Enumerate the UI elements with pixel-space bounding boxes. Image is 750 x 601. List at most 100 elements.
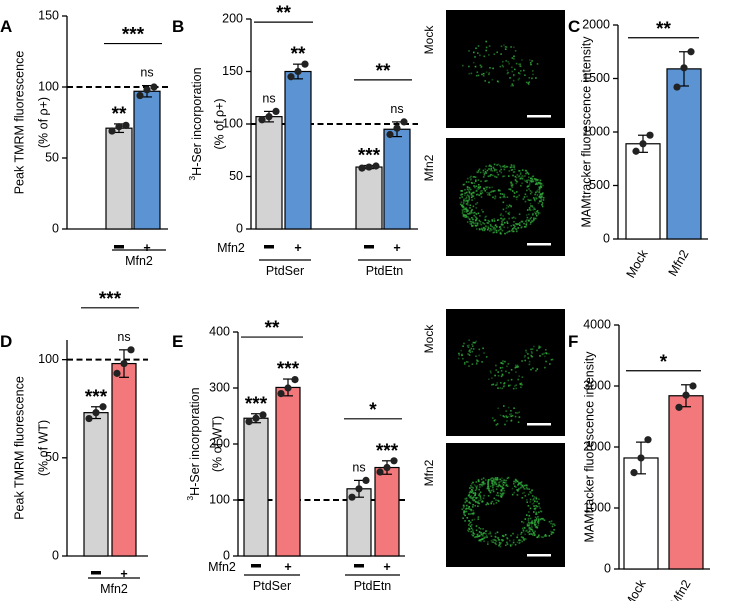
fluorescence-speck (490, 191, 492, 193)
fluorescence-speck (533, 345, 535, 348)
fluorescence-speck (501, 221, 503, 224)
fluorescence-speck (491, 482, 493, 484)
fluorescence-speck (467, 186, 469, 188)
fluorescence-speck (488, 45, 491, 47)
scale-bar (527, 243, 551, 246)
fluorescence-speck (509, 539, 511, 542)
y-tick-label: 150 (222, 64, 243, 78)
fluorescence-speck (463, 511, 465, 514)
fluorescence-speck (542, 518, 544, 521)
fluorescence-speck (467, 530, 470, 533)
fluorescence-speck (500, 232, 502, 235)
fluorescence-speck (524, 527, 526, 529)
fluorescence-speck (521, 169, 524, 171)
fluorescence-speck (526, 179, 528, 182)
fluorescence-speck (508, 413, 511, 416)
fluorescence-speck (534, 525, 537, 528)
fluorescence-speck (534, 197, 536, 200)
fluorescence-speck (496, 492, 499, 494)
fluorescence-speck (474, 222, 476, 225)
fluorescence-speck (497, 407, 499, 410)
fluorescence-speck (480, 180, 482, 183)
fluorescence-speck (528, 213, 530, 216)
fluorescence-speck (488, 488, 490, 490)
fluorescence-speck (508, 204, 511, 207)
fluorescence-speck (475, 47, 477, 50)
fluorescence-speck (481, 485, 483, 487)
fluorescence-speck (469, 490, 472, 493)
fluorescence-speck (475, 363, 478, 365)
fluorescence-speck (491, 377, 493, 379)
fluorescence-speck (530, 492, 532, 494)
fluorescence-speck (513, 195, 515, 198)
fluorescence-speck (470, 212, 473, 215)
fluorescence-speck (490, 372, 492, 374)
fluorescence-speck (499, 231, 502, 234)
fluorescence-speck (476, 171, 478, 173)
fluorescence-speck (503, 489, 505, 492)
fluorescence-speck (485, 46, 488, 49)
fluorescence-speck (472, 205, 475, 208)
fluorescence-speck (470, 484, 472, 487)
fluorescence-speck (479, 191, 482, 194)
fluorescence-speck (471, 497, 473, 499)
fluorescence-speck (494, 374, 496, 377)
fluorescence-speck (482, 500, 484, 503)
fluorescence-speck (474, 494, 476, 496)
fluorescence-speck (478, 493, 481, 495)
bracket-label: ** (376, 61, 391, 82)
fluorescence-speck (493, 220, 496, 222)
panel-a: A 0 50 100 150 Peak TMRM fluorescence (% of ρ+… (0, 8, 168, 268)
fluorescence-speck (535, 212, 537, 215)
fluorescence-speck (469, 497, 472, 499)
fluorescence-speck (463, 215, 466, 218)
fluorescence-speck (511, 229, 513, 231)
fluorescence-speck (537, 520, 540, 522)
fluorescence-speck (526, 185, 529, 188)
fluorescence-speck (470, 347, 473, 350)
fluorescence-speck (529, 223, 532, 225)
fluorescence-speck (491, 190, 494, 192)
fluorescence-speck (523, 491, 526, 494)
fluorescence-speck (494, 175, 496, 178)
fluorescence-speck (466, 361, 468, 363)
fluorescence-speck (484, 189, 486, 192)
fluorescence-speck (540, 510, 543, 513)
fluorescence-speck (527, 83, 530, 86)
fluorescence-speck (476, 501, 478, 503)
fluorescence-speck (509, 189, 512, 191)
fluorescence-speck (501, 229, 504, 232)
fluorescence-speck (533, 207, 535, 209)
fluorescence-speck (464, 194, 466, 196)
fluorescence-speck (526, 484, 528, 487)
fluorescence-speck (528, 511, 530, 513)
fluorescence-speck (464, 498, 466, 500)
fluorescence-speck (510, 206, 512, 208)
fluorescence-speck (518, 175, 520, 177)
fluorescence-speck (470, 495, 473, 497)
fluorescence-speck (521, 182, 523, 185)
fluorescence-speck (488, 81, 490, 84)
group-label: PtdSer (253, 579, 291, 593)
y-tick-label: 1000 (582, 124, 610, 138)
fluorescence-speck (510, 378, 513, 381)
fluorescence-speck (506, 543, 509, 545)
fluorescence-speck (518, 542, 520, 544)
fluorescence-speck (483, 223, 486, 225)
fluorescence-speck (524, 518, 527, 520)
significance-label: ** (291, 44, 306, 65)
fluorescence-speck (490, 502, 492, 505)
fluorescence-speck (508, 188, 510, 190)
fluorescence-speck (496, 164, 498, 166)
fluorescence-speck (517, 489, 519, 491)
fluorescence-speck (521, 527, 524, 530)
fluorescence-speck (476, 228, 478, 230)
fluorescence-speck (478, 494, 480, 497)
fluorescence-speck (466, 517, 469, 519)
fluorescence-speck (513, 407, 515, 409)
fluorescence-speck (462, 64, 464, 67)
fluorescence-speck (475, 488, 478, 490)
fluorescence-speck (495, 499, 497, 501)
fluorescence-speck (513, 164, 515, 167)
